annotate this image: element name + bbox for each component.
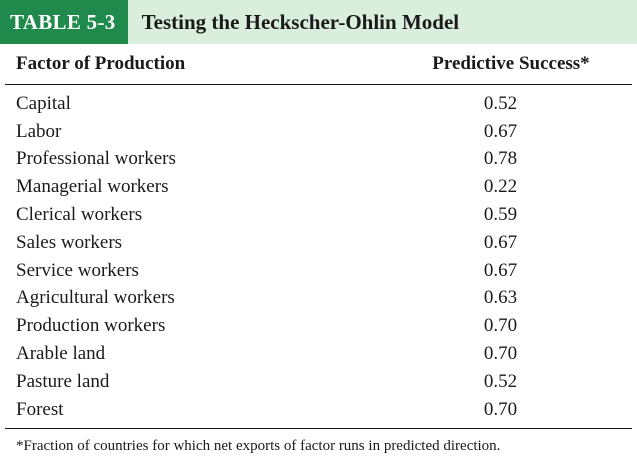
table-header-row: Factor of Production Predictive Success* (5, 44, 632, 85)
factor-cell: Labor (16, 120, 62, 142)
table-row: Capital 0.52 (5, 90, 632, 118)
factor-cell: Capital (16, 92, 71, 114)
success-cell: 0.70 (483, 343, 518, 365)
table-row: Production workers 0.70 (5, 312, 632, 340)
factor-cell: Arable land (16, 343, 106, 365)
success-cell: 0.67 (483, 120, 518, 142)
table-row: Professional workers 0.78 (5, 146, 632, 174)
factor-cell: Pasture land (16, 370, 110, 392)
table-row: Arable land 0.70 (5, 340, 632, 368)
table-row: Managerial workers 0.22 (5, 173, 632, 201)
table-row: Pasture land 0.52 (5, 368, 632, 396)
factor-cell: Production workers (16, 315, 166, 337)
success-cell: 0.67 (483, 231, 518, 253)
success-cell: 0.22 (483, 176, 518, 198)
column-header-success: Predictive Success* (432, 53, 590, 74)
success-cell: 0.70 (483, 315, 518, 337)
success-cell: 0.78 (483, 148, 518, 170)
table-body: Capital 0.52 Labor 0.67 Professional wor… (0, 85, 637, 424)
column-header-factor: Factor of Production (16, 53, 186, 74)
factor-cell: Forest (16, 398, 64, 420)
table-footnote: *Fraction of countries for which net exp… (16, 438, 501, 454)
factor-cell: Clerical workers (16, 204, 143, 226)
table-title-bar: TABLE 5-3 Testing the Heckscher-Ohlin Mo… (0, 0, 637, 44)
success-cell: 0.63 (483, 287, 518, 309)
factor-cell: Agricultural workers (16, 287, 175, 309)
success-cell: 0.67 (483, 259, 518, 281)
success-cell: 0.52 (483, 92, 518, 114)
table-row: Labor 0.67 (5, 118, 632, 146)
success-cell: 0.70 (483, 398, 518, 420)
factor-cell: Service workers (16, 259, 139, 281)
success-cell: 0.59 (483, 204, 518, 226)
table-number-tag: TABLE 5-3 (0, 0, 128, 44)
factor-cell: Sales workers (16, 231, 123, 253)
success-cell: 0.52 (483, 370, 518, 392)
table-row: Agricultural workers 0.63 (5, 285, 632, 313)
factor-cell: Professional workers (16, 148, 176, 170)
factor-cell: Managerial workers (16, 176, 169, 198)
table-row: Forest 0.70 (5, 396, 632, 424)
table-row: Service workers 0.67 (5, 257, 632, 285)
table-title: Testing the Heckscher-Ohlin Model (141, 9, 460, 34)
table-row: Clerical workers 0.59 (5, 201, 632, 229)
table-row: Sales workers 0.67 (5, 229, 632, 257)
footnote-divider (5, 428, 632, 429)
